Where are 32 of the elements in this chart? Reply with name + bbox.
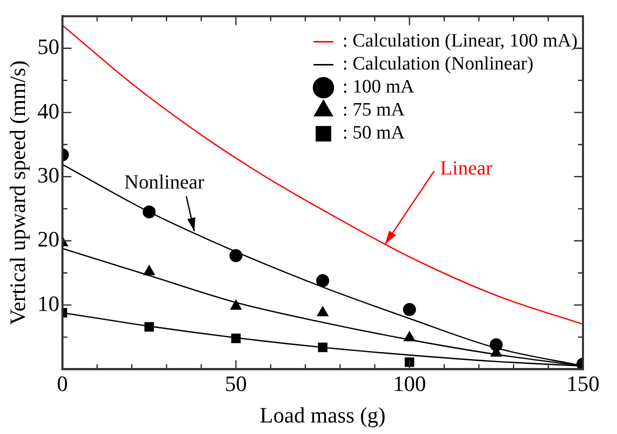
point [231,334,241,344]
y-tick-label: 10 [37,290,60,316]
y-tick-label: 30 [37,162,60,188]
point [402,303,416,316]
point [230,300,242,310]
point [404,357,414,367]
legend-label: : Calculation (Nonlinear) [342,54,534,75]
point [142,205,156,218]
point [144,322,154,332]
legend-label: : Calculation (Linear, 100 mA) [342,30,578,52]
y-tick-label: 50 [37,34,60,60]
point [229,249,242,262]
annotation: Nonlinear [124,171,205,194]
x-tick-label: 50 [224,371,247,396]
line-series [62,24,583,325]
point [317,306,328,316]
y-tick-label: 20 [37,226,60,252]
y-axis-title: Vertical upward speed (mm/s) [4,60,30,325]
x-tick-label: 0 [56,371,68,396]
legend-label: : 100 mA [342,76,414,98]
point [318,342,328,352]
y-tick-label: 40 [37,98,60,124]
point [490,338,503,352]
legend-label: : 75 mA [342,100,405,121]
annotation: Linear [440,157,493,180]
legend-label: : 50 mA [342,122,405,144]
point [404,331,416,342]
x-tick-label: 150 [566,371,600,396]
point [143,265,155,276]
x-axis-title: Load mass (g) [260,402,386,428]
x-tick-label: 100 [392,371,426,396]
point [316,274,330,288]
